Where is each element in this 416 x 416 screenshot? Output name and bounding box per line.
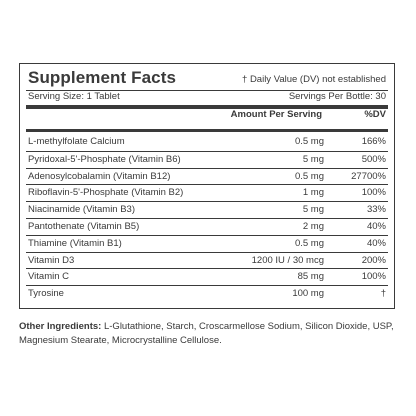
nutrient-amount: 100 mg bbox=[292, 288, 324, 300]
table-row: Vitamin C 85 mg 100% bbox=[26, 268, 388, 285]
nutrient-amount: 85 mg bbox=[297, 271, 324, 283]
nutrient-dv: 33% bbox=[366, 204, 386, 216]
nutrient-amount: 0.5 mg bbox=[294, 136, 324, 147]
nutrient-name: L-methylfolate Calcium bbox=[28, 136, 125, 147]
nutrient-name: Thiamine (Vitamin B1) bbox=[28, 237, 122, 249]
nutrient-dv: 27700% bbox=[351, 170, 386, 182]
nutrient-dv: 500% bbox=[361, 153, 386, 165]
serving-size: Serving Size: 1 Tablet bbox=[28, 91, 120, 102]
nutrient-name: Vitamin C bbox=[28, 271, 70, 283]
nutrient-name: Tyrosine bbox=[28, 288, 64, 300]
nutrient-dv: 100% bbox=[361, 187, 386, 199]
nutrient-dv: 100% bbox=[361, 271, 386, 283]
nutrient-dv: 166% bbox=[361, 136, 386, 147]
table-row: Pyridoxal-5'-Phosphate (Vitamin B6) 5 mg… bbox=[26, 150, 388, 168]
nutrient-dv: 40% bbox=[366, 220, 386, 232]
table-row: Niacinamide (Vitamin B3) 5 mg 33% bbox=[26, 201, 388, 218]
other-ingredients-text: L-Glutathione, Starch, Croscarmellose So… bbox=[19, 321, 394, 346]
other-ingredients-label: Other Ingredients: bbox=[19, 321, 102, 332]
nutrient-amount: 5 mg bbox=[302, 204, 324, 216]
nutrient-name: Niacinamide (Vitamin B3) bbox=[28, 204, 136, 216]
table-row: Pantothenate (Vitamin B5) 2 mg 40% bbox=[26, 217, 388, 235]
nutrient-amount: 5 mg bbox=[302, 153, 324, 165]
nutrient-dv: 200% bbox=[361, 254, 386, 266]
table-row: L-methylfolate Calcium 0.5 mg 166% bbox=[26, 134, 388, 151]
nutrient-dv: † bbox=[380, 288, 386, 300]
nutrient-amount: 0.5 mg bbox=[294, 237, 324, 249]
amount-column-header: Amount Per Serving bbox=[230, 109, 322, 120]
divider bbox=[26, 90, 388, 91]
table-row: Riboflavin-5'-Phosphate (Vitamin B2) 1 m… bbox=[26, 184, 388, 201]
table-row: Thiamine (Vitamin B1) 0.5 mg 40% bbox=[26, 234, 388, 252]
table-row: Vitamin D3 1200 IU / 30 mcg 200% bbox=[26, 251, 388, 269]
nutrient-dv: 40% bbox=[366, 237, 386, 249]
nutrient-name: Pyridoxal-5'-Phosphate (Vitamin B6) bbox=[28, 153, 181, 165]
table-row: Adenosylcobalamin (Vitamin B12) 0.5 mg 2… bbox=[26, 167, 388, 185]
nutrient-name: Vitamin D3 bbox=[28, 254, 75, 266]
nutrient-amount: 2 mg bbox=[302, 220, 324, 232]
dv-column-header: %DV bbox=[364, 109, 386, 120]
nutrient-amount: 0.5 mg bbox=[294, 170, 324, 182]
nutrient-name: Adenosylcobalamin (Vitamin B12) bbox=[28, 170, 171, 182]
nutrient-amount: 1200 IU / 30 mcg bbox=[251, 254, 324, 266]
divider-thick bbox=[26, 105, 388, 109]
nutrient-name: Pantothenate (Vitamin B5) bbox=[28, 220, 140, 232]
divider-header bbox=[26, 129, 388, 132]
dv-note: † Daily Value (DV) not established bbox=[242, 74, 386, 85]
nutrient-name: Riboflavin-5'-Phosphate (Vitamin B2) bbox=[28, 187, 184, 199]
supplement-facts-panel: Supplement Facts † Daily Value (DV) not … bbox=[19, 63, 395, 309]
nutrient-table: L-methylfolate Calcium 0.5 mg 166% Pyrid… bbox=[26, 134, 388, 302]
panel-title: Supplement Facts bbox=[28, 68, 177, 87]
other-ingredients: Other Ingredients: L-Glutathione, Starch… bbox=[19, 320, 399, 348]
servings-per-bottle: Servings Per Bottle: 30 bbox=[288, 91, 386, 102]
table-row: Tyrosine 100 mg † bbox=[26, 285, 388, 302]
nutrient-amount: 1 mg bbox=[302, 187, 324, 199]
